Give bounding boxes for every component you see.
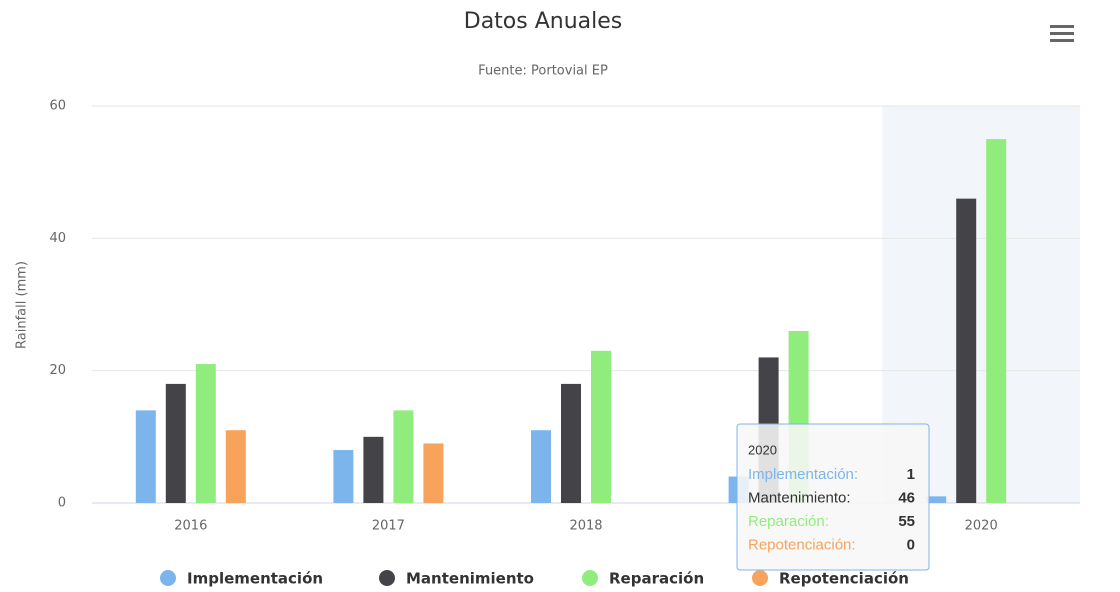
bar	[591, 350, 611, 503]
bar	[363, 436, 384, 503]
tooltip-label: Implementación:	[748, 466, 858, 483]
y-tick-label: 0	[58, 496, 66, 511]
bar	[531, 430, 551, 503]
tooltip-value: 55	[898, 513, 915, 530]
legend-item[interactable]: Repotenciación	[752, 570, 909, 588]
tooltip: 2020 Implementación: 1 Mantenimiento: 46 Repa…	[736, 423, 930, 571]
legend-label: Implementación	[187, 570, 323, 588]
x-tick-label: 2018	[569, 519, 602, 534]
chart-title: Datos Anuales	[464, 9, 623, 34]
tooltip-title: 2020	[748, 442, 777, 457]
tooltip-label: Reparación:	[748, 513, 829, 530]
y-axis-label: Rainfall (mm)	[15, 261, 30, 349]
tooltip-label: Repotenciación:	[748, 536, 856, 553]
tooltip-label: Mantenimiento:	[748, 489, 851, 506]
legend-symbol	[752, 570, 768, 586]
legend-label: Reparación	[609, 570, 704, 588]
tooltip-box	[736, 423, 930, 571]
menu-bar	[1050, 39, 1074, 42]
x-tick-label: 2017	[372, 519, 405, 534]
legend-item[interactable]: Mantenimiento	[379, 570, 534, 588]
y-tick-label: 40	[49, 231, 66, 246]
x-tick-label: 2016	[174, 519, 207, 534]
legend-symbol	[160, 570, 176, 586]
y-tick-label: 60	[49, 99, 66, 114]
legend-label: Mantenimiento	[406, 570, 534, 588]
bar	[135, 410, 156, 503]
legend-symbol	[582, 570, 598, 586]
tooltip-value: 0	[907, 536, 915, 553]
bar	[393, 410, 414, 503]
legend-symbol	[379, 570, 395, 586]
y-tick-label: 20	[49, 363, 66, 378]
menu-bar	[1050, 32, 1074, 35]
bar	[926, 496, 947, 503]
bar	[423, 443, 444, 503]
legend-item[interactable]: Implementación	[160, 570, 323, 588]
x-tick-label: 2020	[965, 519, 998, 534]
bar	[333, 450, 354, 503]
menu-button[interactable]	[1048, 24, 1076, 44]
bar	[195, 364, 216, 503]
bar	[956, 198, 977, 503]
tooltip-value: 46	[898, 489, 915, 506]
bar	[561, 383, 581, 503]
legend-item[interactable]: Reparación	[582, 570, 704, 588]
menu-bar	[1050, 25, 1074, 28]
bar	[165, 383, 186, 503]
bar	[225, 430, 246, 503]
bar	[986, 139, 1007, 504]
chart-subtitle: Fuente: Portovial EP	[478, 64, 608, 79]
tooltip-value: 1	[907, 466, 915, 483]
legend-label: Repotenciación	[779, 570, 909, 588]
